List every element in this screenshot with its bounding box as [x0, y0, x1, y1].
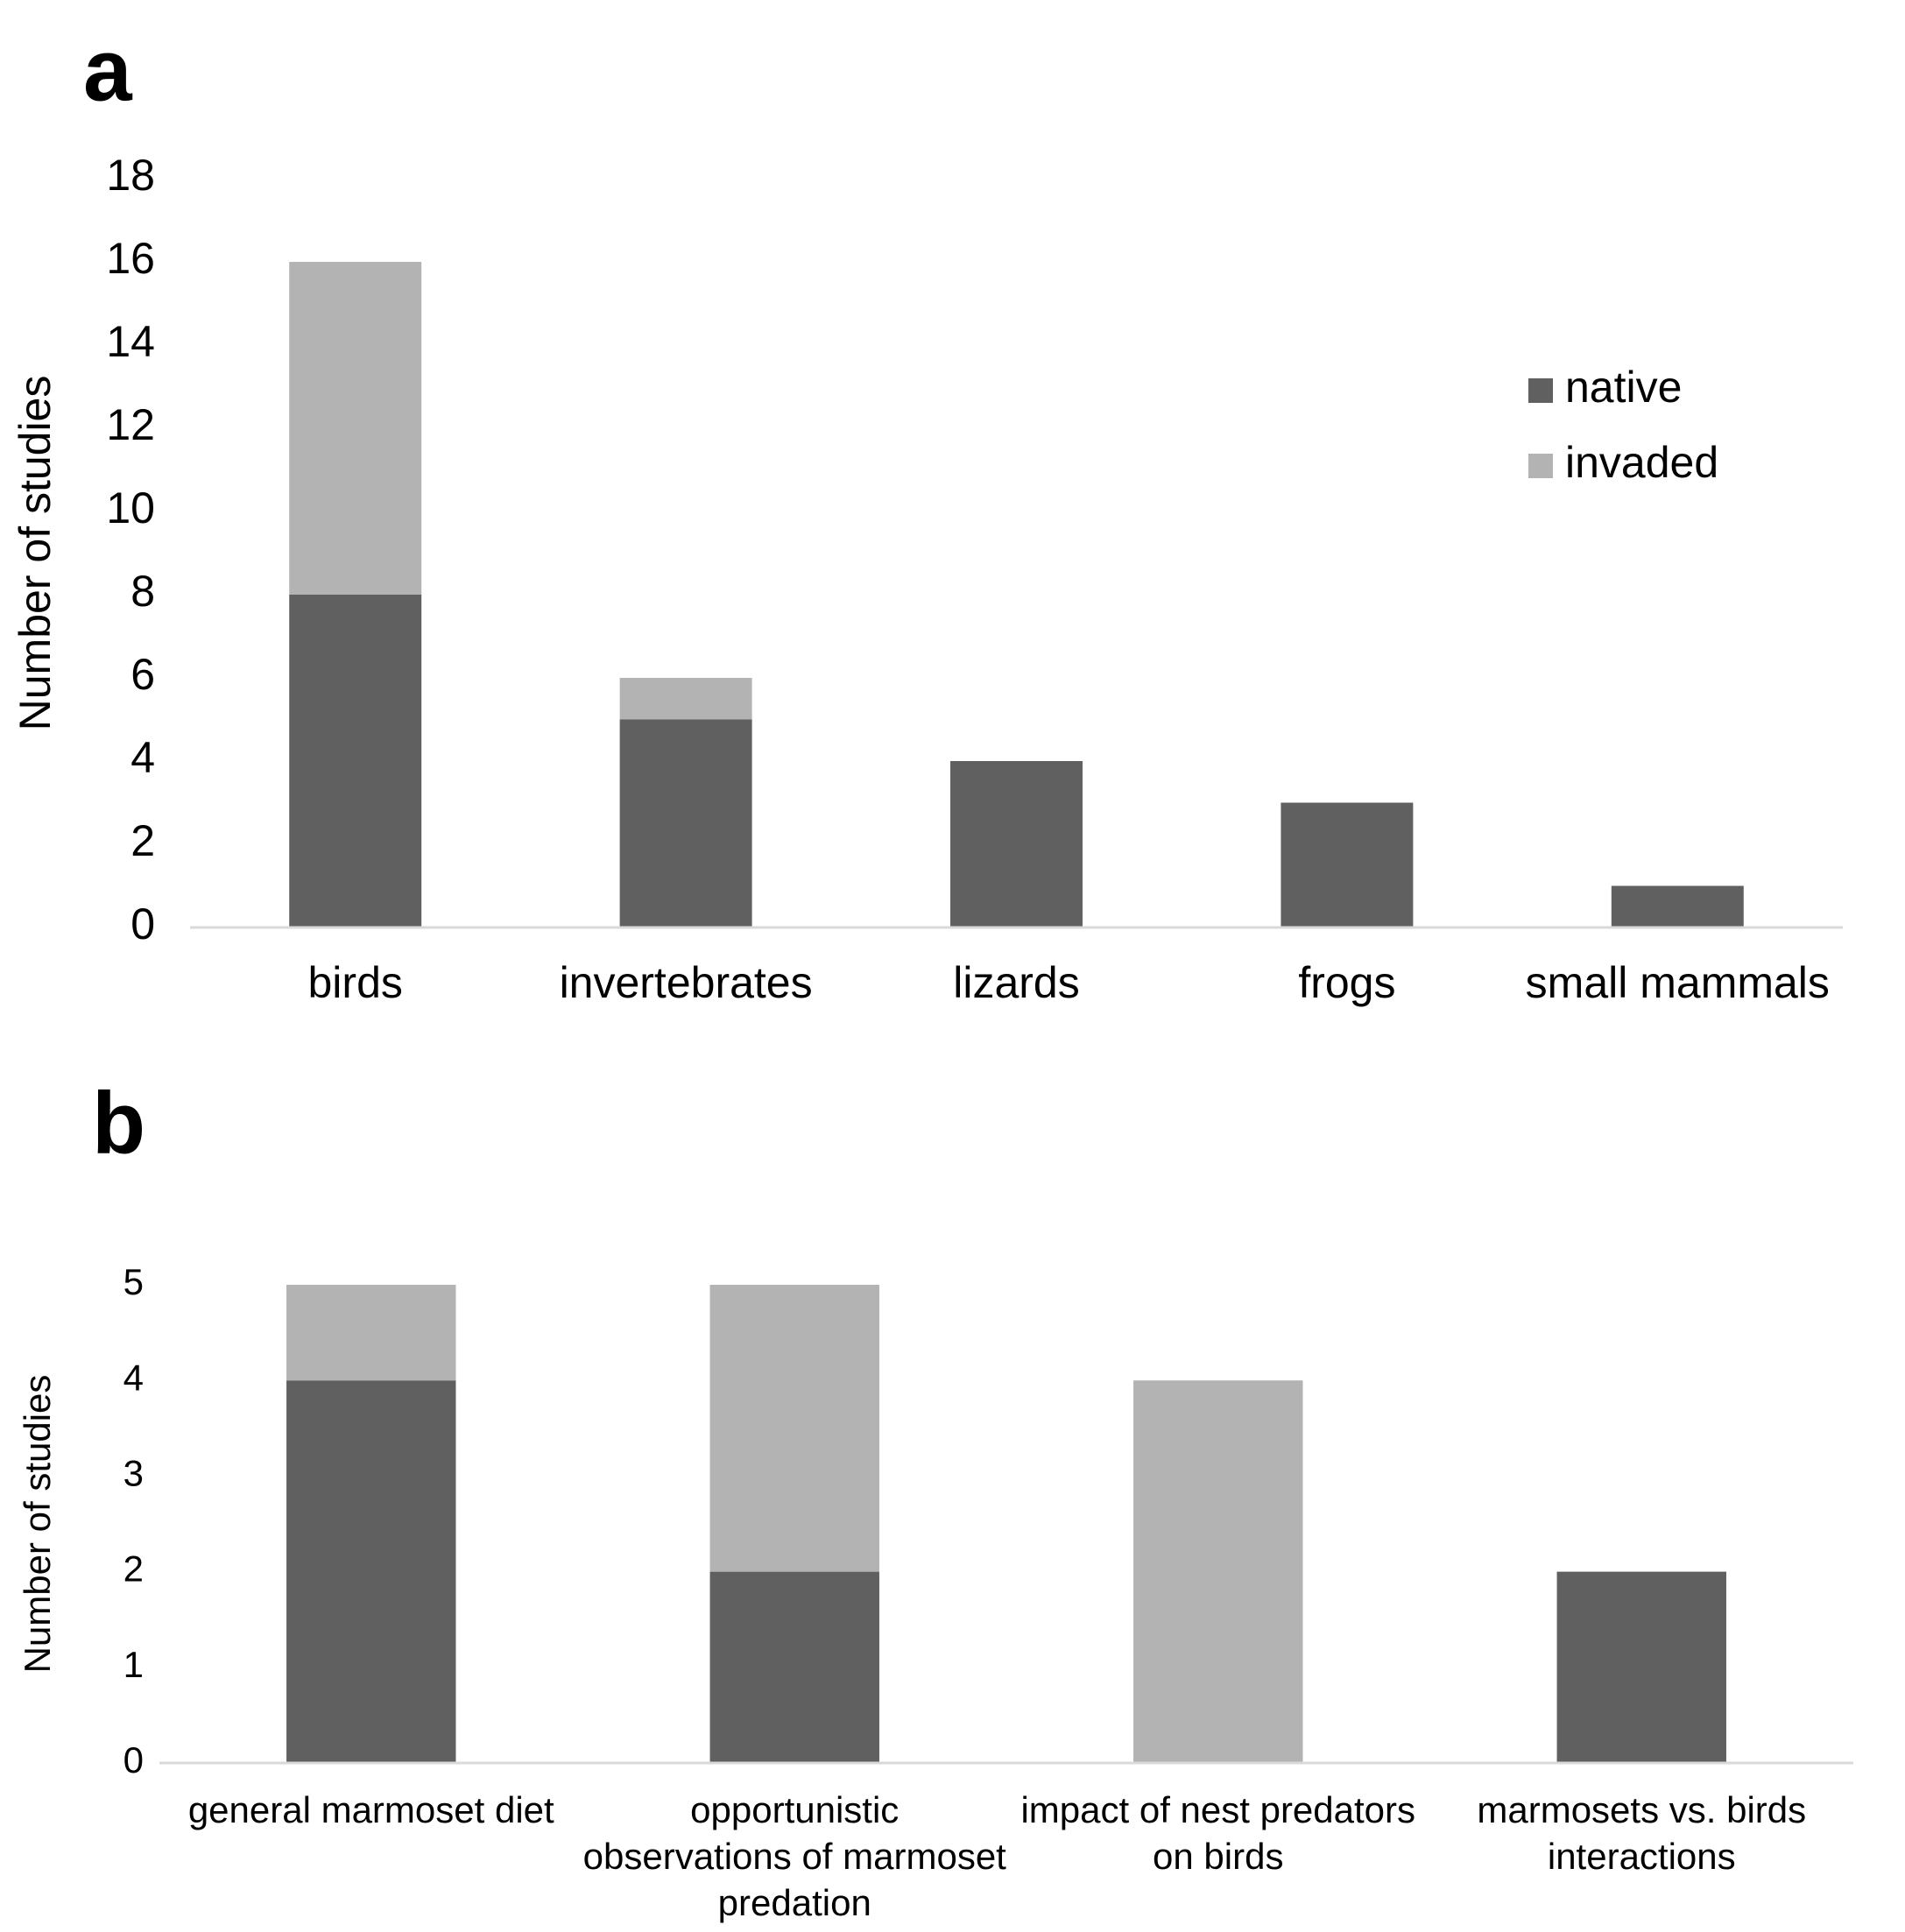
- x-tick-label: marmosets vs. birds interactions: [1477, 1789, 1806, 1877]
- legend-label: native: [1565, 363, 1682, 412]
- legend-swatch: [1528, 454, 1553, 478]
- panel-label: b: [92, 1074, 145, 1172]
- x-tick-label-line: opportunistic: [690, 1789, 899, 1830]
- y-tick-label: 0: [131, 899, 155, 948]
- x-tick-label: lizards: [953, 958, 1079, 1007]
- bar-segment: [619, 719, 752, 927]
- legend-label: invaded: [1565, 438, 1718, 487]
- x-tick-label-line: marmosets vs. birds: [1477, 1789, 1806, 1830]
- x-tick-label: small mammals: [1526, 958, 1830, 1007]
- x-tick-label-line: observations of marmoset: [583, 1836, 1007, 1877]
- y-tick-label: 4: [131, 733, 155, 782]
- y-axis-label: Number of studies: [11, 376, 60, 731]
- bar-segment: [1281, 802, 1414, 927]
- x-tick-label: invertebrates: [560, 958, 813, 1007]
- y-tick-label: 2: [123, 1548, 144, 1590]
- legend-swatch: [1528, 378, 1553, 403]
- bar-segment: [1133, 1380, 1303, 1763]
- bar-segment: [286, 1285, 456, 1381]
- y-tick-label: 3: [123, 1452, 144, 1493]
- y-tick-label: 6: [131, 650, 155, 699]
- bar-segment: [289, 262, 422, 595]
- y-tick-label: 18: [106, 151, 155, 200]
- x-tick-label-line: on birds: [1153, 1836, 1283, 1877]
- y-tick-label: 12: [106, 400, 155, 449]
- bar-segment: [619, 678, 752, 720]
- y-tick-label: 0: [123, 1739, 144, 1780]
- y-tick-label: 2: [131, 816, 155, 865]
- x-tick-label: opportunistic observations of marmoset pre…: [583, 1789, 1007, 1923]
- y-axis-label: Number of studies: [17, 1375, 58, 1674]
- x-tick-label-line: interactions: [1548, 1836, 1736, 1877]
- y-tick-label: 4: [123, 1357, 144, 1398]
- y-tick-label: 1: [123, 1644, 144, 1685]
- x-tick-label-line: predation: [718, 1882, 871, 1923]
- bar-segment: [1611, 885, 1744, 927]
- y-tick-label: 5: [123, 1261, 144, 1302]
- x-tick-label: impact of nest predators on birds: [1020, 1789, 1415, 1877]
- y-tick-label: 10: [106, 483, 155, 532]
- x-tick-label: frogs: [1298, 958, 1395, 1007]
- y-tick-label: 16: [106, 234, 155, 283]
- x-tick-label-line: general marmoset diet: [188, 1789, 554, 1830]
- panel-label: a: [83, 21, 133, 119]
- bar-segment: [286, 1380, 456, 1763]
- x-tick-label: general marmoset diet: [188, 1789, 554, 1830]
- bar-segment: [1556, 1571, 1726, 1763]
- bar-segment: [289, 595, 422, 927]
- bar-segment: [950, 761, 1083, 927]
- bar-segment: [709, 1285, 879, 1572]
- x-tick-label: birds: [308, 958, 403, 1007]
- bar-segment: [709, 1571, 879, 1763]
- y-tick-label: 14: [106, 317, 155, 366]
- x-tick-label-line: impact of nest predators: [1020, 1789, 1415, 1830]
- y-tick-label: 8: [131, 567, 155, 616]
